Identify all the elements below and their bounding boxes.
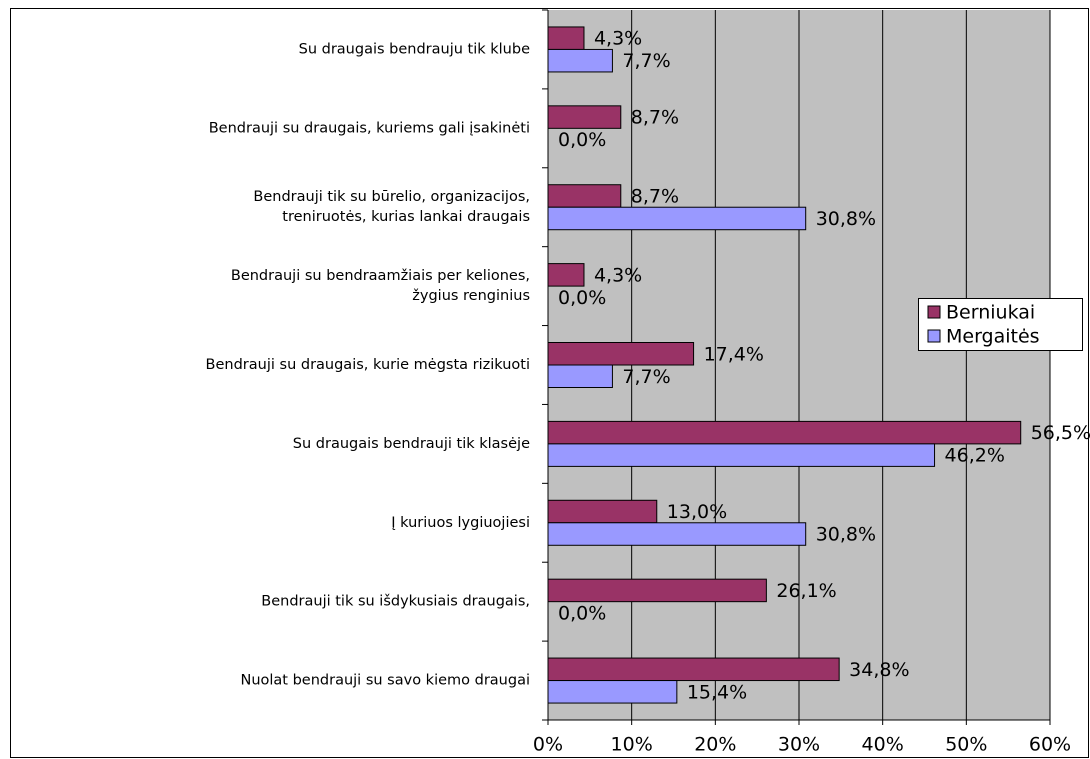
bar [547, 499, 658, 524]
value-label: 8,7% [631, 185, 679, 207]
bar [547, 680, 678, 704]
bar [547, 342, 695, 366]
bar [547, 420, 1022, 445]
x-tick-label: 50% [945, 734, 987, 756]
value-label: 4,3% [594, 264, 642, 286]
y-tick-label: Nuolat bendrauji su savo kiemo draugai [240, 673, 530, 689]
legend-box [918, 298, 1083, 351]
bar [547, 48, 613, 73]
y-tick-label: Bendrauji tik su būrelio, organizacijos,… [253, 189, 530, 225]
value-label: 30,8% [816, 208, 876, 230]
value-label: 34,8% [849, 659, 909, 681]
value-label: 8,7% [631, 107, 679, 129]
x-tick-label: 40% [862, 734, 904, 756]
value-label: 26,1% [776, 580, 836, 602]
bar [547, 578, 767, 603]
legend-label: Mergaitės [946, 326, 1040, 348]
bar [547, 443, 936, 467]
bar [547, 206, 807, 231]
legend-swatch [927, 305, 941, 319]
y-tick-label: Bendrauji su draugais, kurie mėgsta rizi… [206, 357, 530, 373]
value-label: 46,2% [945, 445, 1005, 467]
value-label: 7,7% [622, 366, 670, 388]
x-tick-label: 60% [1029, 734, 1071, 756]
bar [547, 26, 585, 50]
x-tick-label: 20% [694, 734, 736, 756]
bar [547, 657, 840, 682]
x-tick-label: 10% [611, 734, 653, 756]
x-tick-label: 0% [533, 734, 563, 756]
value-label: 0,0% [558, 129, 606, 151]
legend-swatch [927, 329, 941, 343]
y-tick-label: Su draugais bendrauju tik klube [299, 41, 530, 57]
value-label: 17,4% [704, 343, 764, 365]
bar [547, 364, 613, 388]
bar [547, 184, 622, 208]
value-label: 0,0% [558, 287, 606, 309]
value-label: 4,3% [594, 28, 642, 50]
value-label: 15,4% [687, 681, 747, 703]
y-tick-label: Bendrauji tik su išdykusiais draugais, [261, 594, 530, 610]
value-label: 7,7% [622, 50, 670, 72]
bar [547, 522, 807, 546]
value-label: 13,0% [667, 501, 727, 523]
value-label: 30,8% [816, 524, 876, 546]
y-tick-label: Bendrauji su draugais, kuriems gali įsak… [209, 120, 530, 136]
bar [547, 263, 585, 287]
value-label: 56,5% [1031, 422, 1090, 444]
legend-label: Berniukai [946, 302, 1035, 324]
x-tick-label: 30% [778, 734, 820, 756]
y-tick-label: Į kuriuos lygiuojiesi [391, 515, 530, 531]
bar [547, 105, 622, 129]
y-tick-label: Bendrauji su bendraamžiais per keliones,… [231, 268, 530, 304]
y-tick-label: Su draugais bendrauji tik klasėje [293, 436, 530, 452]
value-label: 0,0% [558, 602, 606, 624]
